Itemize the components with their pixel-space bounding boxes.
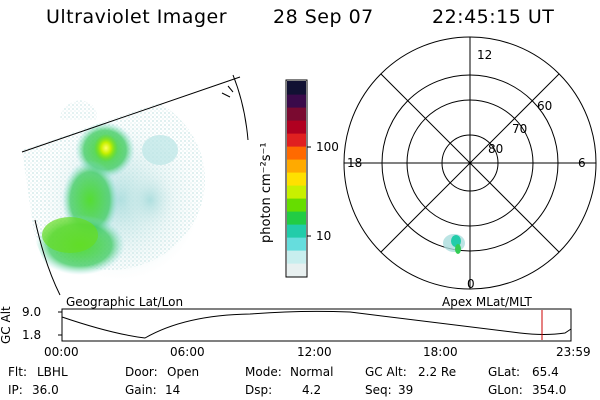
info-glat-key: GLat: (488, 365, 521, 379)
mlt-label-0: 0 (467, 277, 475, 291)
info-seq-value: 39 (398, 383, 414, 397)
orbit-axis-label: GC Alt (0, 306, 13, 344)
info-mode-value: Normal (290, 365, 334, 379)
info-flt-value: LBHL (37, 365, 68, 379)
info-flt-key: Flt: (8, 365, 27, 379)
mlt-label-12: 12 (477, 48, 493, 62)
lat-label-70: 70 (512, 122, 528, 136)
info-gain-key: Gain: (125, 383, 157, 397)
mlt-label-18: 18 (347, 156, 363, 170)
colorbar-tick-10: 10 (316, 229, 332, 243)
info-seq-key: Seq: (365, 383, 392, 397)
geographic-panel-label: Geographic Lat/Lon (66, 295, 184, 309)
lat-label-80: 80 (488, 142, 504, 156)
colorbar-unit-label: photon cm⁻²s⁻¹ (259, 142, 274, 243)
orbit-plot (58, 308, 572, 342)
colorbar-band (287, 198, 306, 212)
info-door-value: Open (167, 365, 200, 379)
polar-plot (343, 36, 597, 290)
info-dsp-value: 4.2 (302, 383, 322, 397)
colorbar-band (287, 263, 306, 277)
colorbar-band (287, 120, 306, 134)
orbit-xtick-0000: 00:00 (44, 345, 79, 359)
info-glon-value: 354.0 (532, 383, 567, 397)
orbit-xtick-1200: 12:00 (297, 345, 332, 359)
colorbar-band (287, 250, 306, 264)
date-label: 28 Sep 07 (273, 6, 374, 28)
apex-panel-label: Apex MLat/MLT (442, 295, 532, 309)
info-gcalt-value: 2.2 Re (418, 365, 457, 379)
geographic-image (21, 74, 249, 296)
colorbar-band (287, 172, 306, 186)
orbit-ytick-9: 9.0 (22, 305, 42, 319)
info-ip-value: 36.0 (32, 383, 59, 397)
time-label: 22:45:15 UT (432, 6, 555, 28)
info-ip-key: IP: (8, 383, 23, 397)
colorbar-band (287, 211, 306, 225)
info-dsp-key: Dsp: (245, 383, 273, 397)
info-glat-value: 65.4 (532, 365, 559, 379)
info-glon-key: GLon: (488, 383, 523, 397)
colorbar-band (287, 159, 306, 173)
colorbar-band (287, 224, 306, 238)
colorbar-band (287, 107, 306, 121)
orbit-xtick-0600: 06:00 (170, 345, 205, 359)
colorbar-tick-100: 100 (316, 140, 339, 154)
colorbar-band (287, 133, 306, 147)
colorbar-band (287, 81, 306, 95)
mlt-label-6: 6 (578, 156, 586, 170)
orbit-xtick-1800: 18:00 (423, 345, 458, 359)
colorbar-band (287, 237, 306, 251)
colorbar-band (287, 185, 306, 199)
colorbar-band (287, 146, 306, 160)
orbit-xtick-2359: 23:59 (556, 345, 591, 359)
info-gain-value: 14 (165, 383, 181, 397)
polar-aurora-spot (443, 234, 465, 254)
orbit-ytick-1-8: 1.8 (22, 328, 42, 342)
info-gcalt-key: GC Alt: (365, 365, 407, 379)
colorbar-band (287, 94, 306, 108)
lat-label-60: 60 (537, 99, 553, 113)
info-door-key: Door: (125, 365, 158, 379)
altitude-curve (61, 310, 572, 339)
color-scale-bar (285, 79, 311, 278)
info-mode-key: Mode: (245, 365, 282, 379)
instrument-title: Ultraviolet Imager (46, 6, 228, 28)
